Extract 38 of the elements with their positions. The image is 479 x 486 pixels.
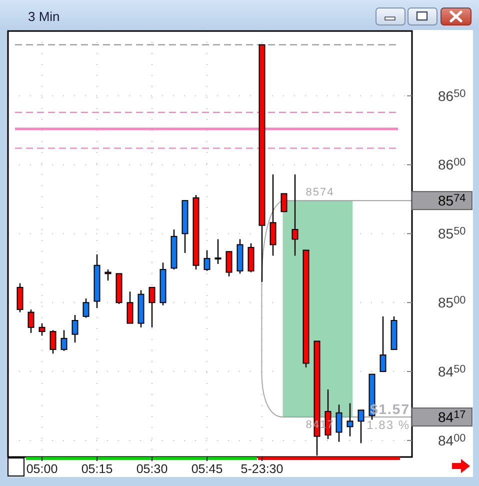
candlestick bbox=[336, 404, 342, 442]
candlestick bbox=[104, 268, 112, 282]
y-tick-label: 84$^{50}$ bbox=[438, 364, 466, 380]
candlestick bbox=[292, 174, 298, 256]
candlestick bbox=[280, 193, 288, 212]
y-tick-label: 85$^{50}$ bbox=[438, 226, 466, 242]
x-tick-label: 05:15 bbox=[81, 462, 113, 476]
candlestick bbox=[270, 174, 276, 256]
ref-line-label: 8417 bbox=[306, 419, 334, 432]
chart-title: 3 Min bbox=[28, 9, 60, 24]
candlestick bbox=[50, 330, 56, 354]
candlestick bbox=[214, 238, 222, 265]
candlestick bbox=[28, 308, 34, 334]
x-tick-label: 05:45 bbox=[191, 462, 223, 476]
candlestick bbox=[82, 298, 90, 318]
y-tick-label: 86$^{50}$ bbox=[438, 88, 466, 104]
candlestick bbox=[380, 316, 386, 372]
candlestick bbox=[126, 290, 134, 324]
y-tick-label: 85$^{00}$ bbox=[438, 294, 466, 311]
y-tick-label: 84$^{00}$ bbox=[438, 432, 466, 448]
candlestick bbox=[38, 322, 46, 336]
candlestick bbox=[60, 330, 68, 352]
candlestick bbox=[248, 242, 254, 273]
y-tick-label: 84$^{17}$ bbox=[438, 409, 466, 426]
x-tick-label: 5-23:30 bbox=[240, 462, 284, 476]
candlestick bbox=[226, 250, 232, 277]
y-tick-label: 85$^{74}$ bbox=[438, 192, 466, 209]
candlestick bbox=[148, 286, 156, 328]
x-tick-label: 05:00 bbox=[26, 462, 58, 476]
ref-line-label: 8574 bbox=[306, 186, 334, 199]
y-tick-label: 86$^{00}$ bbox=[438, 156, 466, 173]
candlestick bbox=[204, 250, 210, 272]
candlestick bbox=[72, 314, 78, 344]
candlestick bbox=[346, 402, 354, 437]
annotation: 1.83 % bbox=[366, 418, 410, 432]
candlestick bbox=[358, 410, 364, 444]
candlestick bbox=[16, 282, 24, 313]
x-tick-label: 05:30 bbox=[136, 462, 168, 476]
